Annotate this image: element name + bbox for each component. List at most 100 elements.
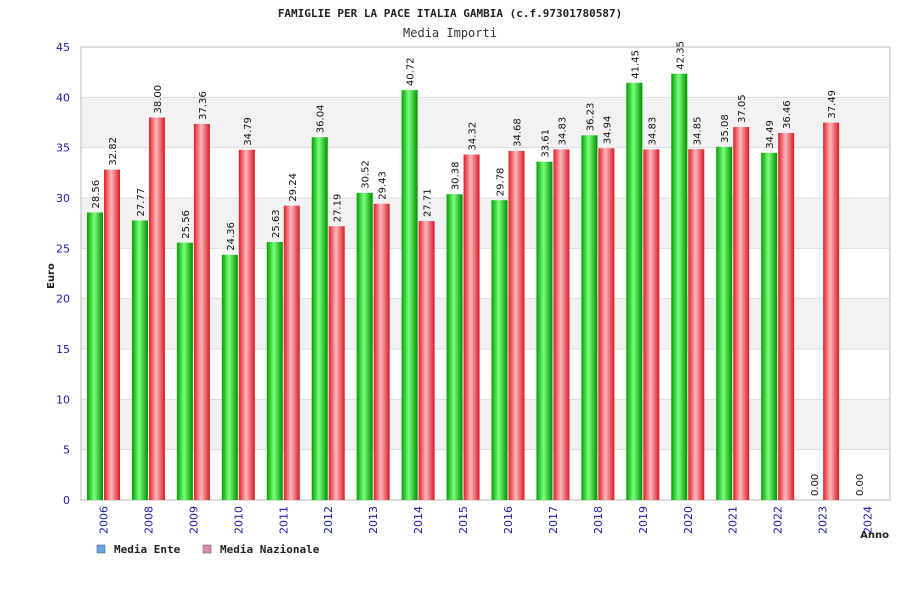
x-tick-label: 2015 [457, 506, 470, 534]
y-axis-ticks: 0 5 10 15 20 25 30 35 40 45 [56, 41, 70, 507]
bar-media-ente [221, 254, 238, 500]
bar-media-ente [87, 212, 103, 500]
bar-media-ente [176, 242, 193, 501]
value-label-nazionale: 27.19 [333, 194, 344, 223]
x-axis-title: Anno [860, 530, 889, 541]
value-label-ente: 28.56 [91, 180, 102, 209]
value-label-nazionale: 27.71 [423, 188, 434, 217]
bar-media-ente [446, 194, 463, 500]
value-label-ente: 0.00 [810, 474, 821, 496]
legend-label-nazionale: Media Nazionale [220, 543, 320, 556]
value-label-nazionale: 34.83 [557, 117, 568, 146]
bar-media-nazionale [193, 123, 210, 500]
value-label-ente: 36.04 [316, 105, 327, 134]
bar-media-nazionale [823, 122, 840, 500]
bar-media-nazionale [778, 132, 795, 500]
bar-media-nazionale [643, 149, 660, 501]
y-tick-label: 30 [56, 192, 70, 205]
value-label-nazionale: 29.24 [288, 173, 299, 202]
value-label-nazionale: 34.32 [468, 122, 479, 151]
x-tick-label: 2010 [232, 506, 245, 534]
bar-media-nazionale [508, 150, 525, 500]
chart-subtitle: Media Importi [403, 26, 497, 40]
x-tick-label: 2017 [547, 506, 560, 534]
value-label-nazionale: 37.49 [827, 90, 838, 119]
x-tick-label: 2020 [682, 506, 695, 534]
y-tick-label: 25 [56, 242, 70, 255]
background-band [81, 298, 890, 349]
legend: Media Ente Media Nazionale [96, 543, 320, 556]
x-tick-label: 2006 [98, 506, 111, 534]
x-tick-label: 2011 [277, 506, 290, 534]
y-tick-label: 35 [56, 142, 70, 155]
chart-title: FAMIGLIE PER LA PACE ITALIA GAMBIA (c.f.… [278, 7, 622, 20]
bar-media-ente [761, 152, 778, 500]
value-label-ente: 36.23 [585, 103, 596, 132]
legend-swatch-nazionale [202, 544, 212, 554]
value-label-ente: 30.38 [451, 162, 462, 191]
x-tick-label: 2022 [772, 506, 785, 534]
bar-media-ente [131, 220, 148, 500]
bar-media-ente [266, 241, 283, 500]
value-label-nazionale: 34.79 [243, 117, 254, 146]
value-label-ente: 33.61 [540, 129, 551, 158]
bar-media-nazionale [688, 149, 705, 500]
x-tick-label: 2016 [502, 506, 515, 534]
value-label-ente: 25.63 [271, 209, 282, 238]
x-tick-label: 2023 [817, 506, 830, 534]
value-label-nazionale: 37.36 [198, 91, 209, 120]
plot-frame [80, 46, 891, 501]
background-band [81, 399, 890, 450]
bar-media-nazionale [104, 169, 120, 500]
bar-media-ente [356, 192, 373, 501]
bar-media-ente [401, 90, 418, 501]
value-label-nazionale: 32.82 [108, 137, 119, 166]
x-tick-label: 2009 [187, 506, 200, 534]
x-tick-label: 2008 [142, 506, 155, 534]
bar-media-ente [581, 135, 598, 500]
bar-media-nazionale [283, 205, 300, 500]
value-label-ente: 27.77 [136, 188, 147, 217]
value-label-nazionale: 38.00 [153, 85, 164, 114]
y-tick-label: 20 [56, 293, 70, 306]
bar-media-ente [536, 161, 553, 500]
bar-media-nazionale [328, 226, 345, 500]
value-label-ente: 29.78 [496, 168, 507, 197]
value-label-nazionale: 34.83 [647, 117, 658, 146]
y-tick-label: 0 [63, 494, 70, 507]
y-tick-label: 10 [56, 393, 70, 406]
background-band [81, 198, 890, 249]
bar-media-ente [671, 73, 688, 500]
bar-media-ente [491, 200, 508, 500]
legend-label-ente: Media Ente [114, 543, 181, 556]
x-tick-label: 2013 [367, 506, 380, 534]
value-label-ente: 35.08 [720, 114, 731, 143]
value-label-ente: 42.35 [675, 41, 686, 70]
value-label-ente: 30.52 [361, 160, 372, 189]
value-label-nazionale: 34.94 [602, 116, 613, 145]
value-label-nazionale: 37.05 [737, 94, 748, 123]
y-axis-title: Euro [46, 263, 57, 289]
y-tick-label: 5 [63, 444, 70, 457]
x-tick-label: 2014 [412, 506, 425, 534]
bar-media-ente [716, 146, 733, 500]
y-tick-label: 45 [56, 41, 70, 54]
bar-media-nazionale [238, 149, 255, 500]
bars: 28.56 32.82 27.77 38.00 25.56 37.36 24.36 34.79… [87, 41, 866, 501]
bar-media-ente [311, 137, 328, 500]
value-label-ente: 40.72 [406, 57, 417, 86]
value-label-nazionale: 34.68 [513, 118, 524, 147]
bar-media-ente [626, 82, 643, 500]
y-tick-label: 40 [56, 91, 70, 104]
x-axis-ticks: 2006 2008 2009 2010 2011 2012 2013 2014 2015 2016… [98, 506, 875, 534]
bar-media-nazionale [373, 203, 390, 500]
x-tick-label: 2024 [862, 506, 875, 534]
x-tick-label: 2018 [592, 506, 605, 534]
value-label-nazionale: 34.85 [692, 117, 703, 146]
value-label-ente: 0.00 [855, 474, 866, 496]
value-label-ente: 25.56 [181, 210, 192, 239]
bar-media-nazionale [598, 148, 615, 500]
background-band [81, 97, 890, 148]
value-label-nazionale: 29.43 [378, 171, 389, 200]
